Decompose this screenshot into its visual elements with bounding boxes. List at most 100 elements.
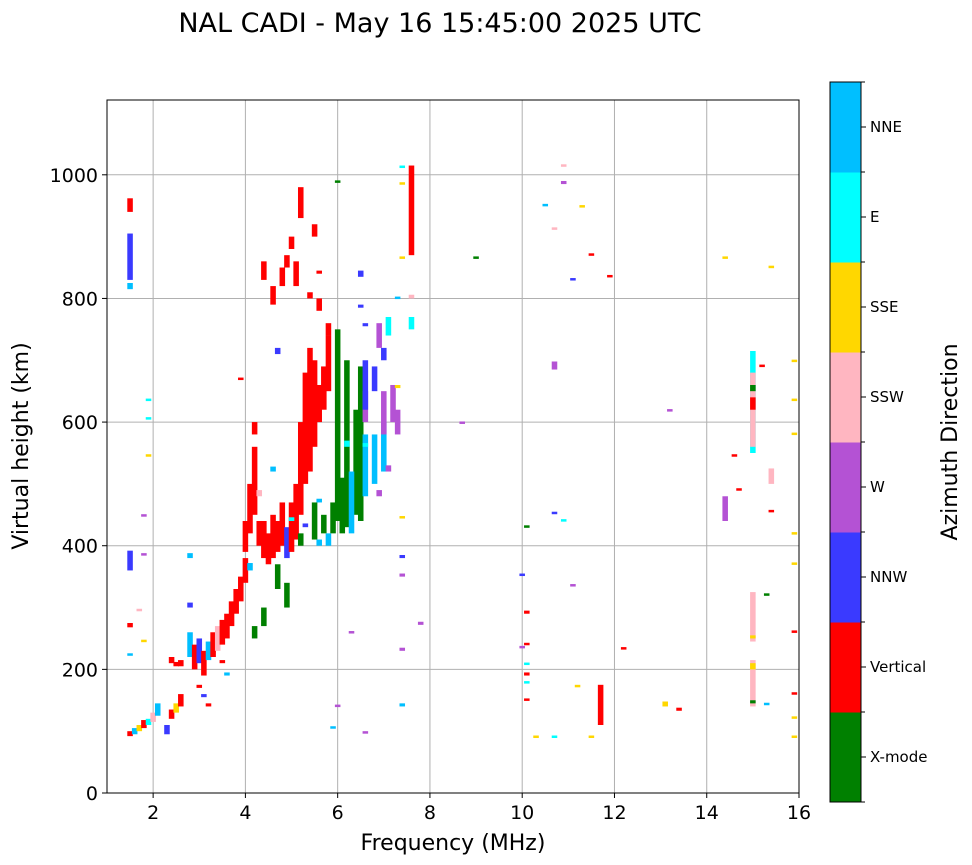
data-mark xyxy=(256,490,263,497)
data-mark xyxy=(722,256,728,259)
data-mark xyxy=(750,663,756,670)
data-mark xyxy=(399,573,406,577)
x-tick-label: 6 xyxy=(332,802,344,824)
axis-ticks: 2 4 6 8 10 12 14 16 0 200 400 600 800 1000 xyxy=(50,165,811,824)
data-mark xyxy=(164,724,170,735)
data-mark xyxy=(791,398,798,402)
data-mark xyxy=(178,694,184,707)
data-mark xyxy=(791,692,798,695)
data-mark xyxy=(362,731,369,734)
data-mark xyxy=(238,377,244,381)
data-mark xyxy=(302,523,309,528)
data-mark xyxy=(524,662,530,666)
data-mark xyxy=(316,498,322,503)
data-mark xyxy=(524,672,530,676)
data-mark xyxy=(768,509,775,513)
data-mark xyxy=(750,397,756,410)
data-mark xyxy=(325,323,332,336)
data-mark xyxy=(791,359,798,363)
data-mark xyxy=(362,360,369,410)
data-mark xyxy=(173,703,179,713)
data-mark xyxy=(127,653,133,656)
data-mark xyxy=(187,553,193,559)
data-mark xyxy=(251,422,258,435)
data-mark xyxy=(750,372,756,447)
data-mark xyxy=(247,563,253,571)
data-mark xyxy=(524,642,530,646)
data-mark xyxy=(334,704,341,708)
data-mark xyxy=(791,562,798,565)
data-mark xyxy=(597,684,604,725)
data-mark xyxy=(325,533,332,546)
data-mark xyxy=(265,533,272,565)
data-mark xyxy=(131,728,138,735)
data-mark xyxy=(293,483,299,540)
data-mark xyxy=(376,490,382,497)
data-mark xyxy=(293,261,299,287)
data-mark xyxy=(141,553,147,556)
data-mark xyxy=(330,502,336,534)
x-tick-label: 10 xyxy=(510,802,534,824)
data-mark xyxy=(408,294,415,299)
data-mark xyxy=(247,483,253,534)
data-mark xyxy=(339,477,346,534)
data-mark xyxy=(579,205,585,208)
colorbar: X-mode Vertical NNW W SSW SSE E NNE xyxy=(829,81,927,803)
colorbar-tick-label: X-mode xyxy=(870,748,927,766)
data-mark xyxy=(274,347,281,355)
data-mark xyxy=(524,525,530,528)
data-mark xyxy=(763,593,770,596)
data-mark xyxy=(362,323,369,327)
data-mark xyxy=(394,384,401,389)
data-mark xyxy=(357,304,364,308)
data-mark xyxy=(321,514,327,534)
data-mark xyxy=(722,496,728,521)
data-mark xyxy=(791,532,798,535)
data-mark xyxy=(334,180,341,183)
data-mark xyxy=(399,516,406,519)
data-mark xyxy=(570,278,576,281)
y-axis-label: Virtual height (km) xyxy=(9,342,34,549)
data-mark xyxy=(524,681,530,684)
data-mark xyxy=(408,165,415,256)
data-mark xyxy=(344,440,350,447)
x-tick-label: 12 xyxy=(602,802,626,824)
data-mark xyxy=(399,256,406,259)
data-mark xyxy=(676,707,682,711)
data-mark xyxy=(667,409,673,412)
data-mark xyxy=(750,384,756,392)
data-mark xyxy=(551,227,558,230)
data-mark xyxy=(224,672,230,676)
data-mark xyxy=(173,661,179,667)
colorbar-segment xyxy=(830,712,861,803)
data-mark xyxy=(311,224,318,237)
data-mark xyxy=(551,735,558,739)
y-tick-label: 1000 xyxy=(50,165,98,187)
data-mark xyxy=(357,366,364,521)
data-mark xyxy=(205,703,212,707)
data-mark xyxy=(394,296,401,300)
colorbar-label: Azimuth Direction xyxy=(938,343,963,540)
data-mark xyxy=(524,610,530,614)
data-mark xyxy=(791,716,798,719)
data-mark xyxy=(256,520,263,546)
data-mark xyxy=(279,267,286,287)
data-mark xyxy=(288,502,295,552)
data-mark xyxy=(145,718,152,725)
data-mark xyxy=(233,588,239,614)
data-mark xyxy=(127,198,133,212)
data-mark xyxy=(750,700,756,704)
colorbar-segment xyxy=(830,82,861,173)
colorbar-segment xyxy=(830,262,861,353)
data-mark xyxy=(214,626,221,651)
data-mark xyxy=(399,165,406,169)
data-mark xyxy=(791,630,798,633)
data-mark xyxy=(145,398,152,402)
data-mark xyxy=(394,409,401,435)
data-mark xyxy=(542,203,549,207)
data-mark xyxy=(224,613,230,639)
data-mark xyxy=(376,323,382,348)
data-mark xyxy=(371,434,378,484)
data-mark xyxy=(205,641,212,661)
data-mark xyxy=(390,384,396,423)
